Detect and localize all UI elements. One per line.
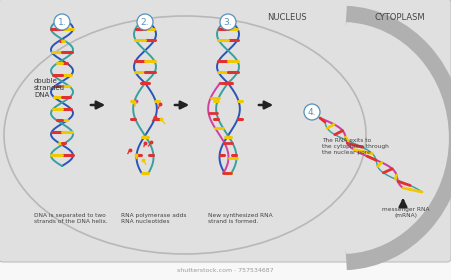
Circle shape: [220, 14, 236, 30]
Circle shape: [54, 14, 70, 30]
Text: double
stranded
DNA: double stranded DNA: [34, 78, 65, 98]
Text: 4.: 4.: [308, 108, 316, 117]
Text: New synthesized RNA
strand is formed.: New synthesized RNA strand is formed.: [208, 213, 272, 224]
Text: The RNA exits to
the cytoplasm through
the nuclear pore: The RNA exits to the cytoplasm through t…: [322, 138, 389, 155]
Circle shape: [137, 14, 153, 30]
Text: 3.: 3.: [224, 18, 232, 27]
Text: shutterstock.com · 757534687: shutterstock.com · 757534687: [177, 268, 273, 273]
Text: 2.: 2.: [141, 18, 149, 27]
Text: DNA is separated to two
strands of the DNA helix.: DNA is separated to two strands of the D…: [34, 213, 108, 224]
Text: 1.: 1.: [58, 18, 66, 27]
Text: RNA polymerase adds
RNA nucleotides: RNA polymerase adds RNA nucleotides: [121, 213, 187, 224]
Text: NUCLEUS: NUCLEUS: [267, 13, 307, 22]
FancyBboxPatch shape: [0, 0, 451, 262]
Text: CYTOPLASM: CYTOPLASM: [375, 13, 425, 22]
Text: messenger RNA
(mRNA): messenger RNA (mRNA): [382, 207, 430, 218]
Circle shape: [304, 104, 320, 120]
